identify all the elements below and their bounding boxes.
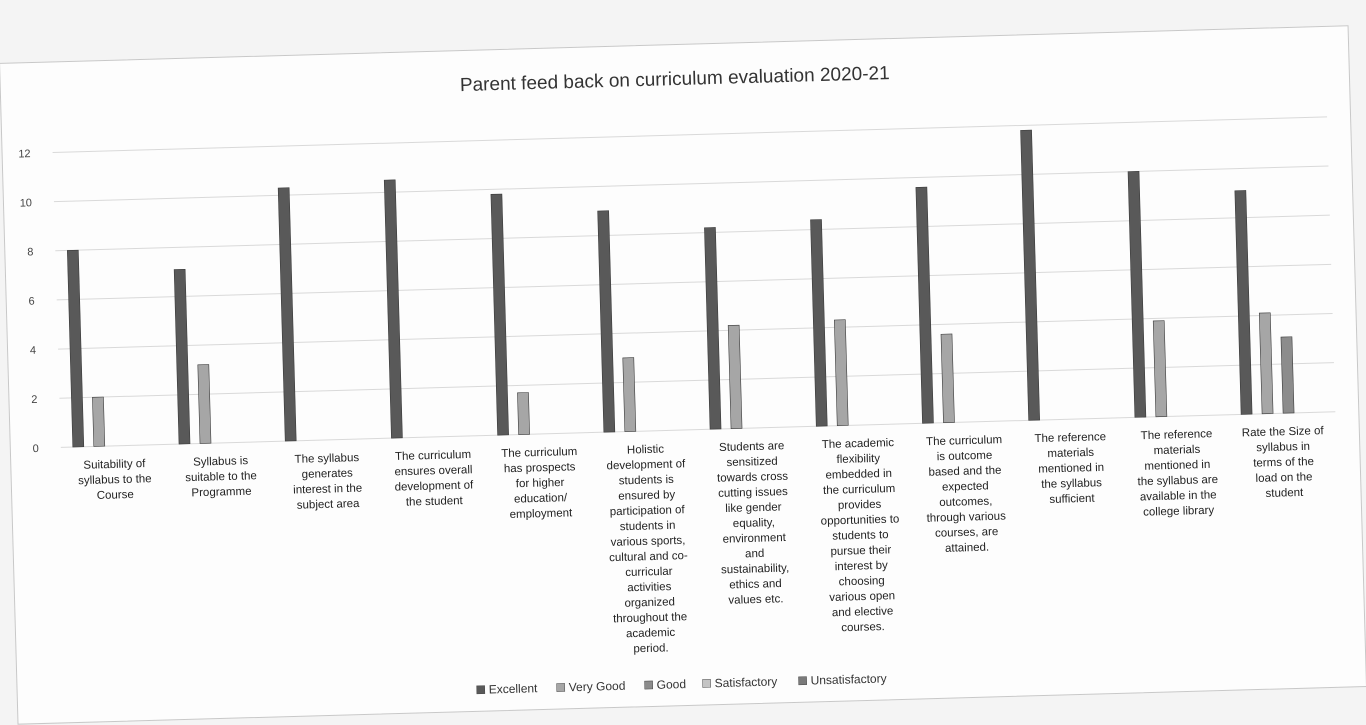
legend-item-excellent: Excellent <box>476 681 539 697</box>
y-tick-label: 0 <box>33 443 39 455</box>
legend-swatch <box>476 685 486 695</box>
legend-label: Satisfactory <box>714 674 777 690</box>
gridline <box>53 165 1329 203</box>
y-axis: 0 2 4 6 8 10 12 <box>18 148 39 455</box>
y-tick-label: 8 <box>27 246 33 258</box>
legend-item-satisfactory: Satisfactory <box>702 674 778 690</box>
category-label: Suitability ofsyllabus to theCourse <box>78 458 153 503</box>
chart-title: Parent feed back on curriculum evaluatio… <box>460 63 890 96</box>
bar-excellent <box>383 179 403 439</box>
category-label: The curriculumensures overalldevelopment… <box>394 449 475 509</box>
legend: Excellent Very Good Good Satisfactory Unsati… <box>476 671 887 697</box>
legend-item-good: Good <box>644 677 686 692</box>
category-label: Holisticdevelopment ofstudents isensured… <box>606 443 691 656</box>
scanned-sheet: Parent feed back on curriculum evaluatio… <box>0 25 1366 725</box>
bar-excellent <box>915 186 934 424</box>
bar-excellent <box>1127 171 1147 418</box>
legend-label: Excellent <box>489 681 539 696</box>
y-tick-label: 6 <box>28 296 34 308</box>
bar-very-good <box>1152 320 1168 418</box>
gridlines <box>52 116 1336 448</box>
bar-very-good <box>517 392 530 435</box>
bar-excellent <box>704 227 722 430</box>
category-label: The academicflexibilityembedded inthe cu… <box>818 437 902 635</box>
category-labels: Suitability ofsyllabus to theCourse Sylla… <box>78 425 1327 656</box>
gridline <box>52 116 1328 153</box>
legend-item-very-good: Very Good <box>556 679 626 695</box>
gridline <box>59 362 1334 399</box>
bar-excellent <box>810 219 828 427</box>
gridline <box>58 312 1333 350</box>
category-label: Students aresensitizedtowards crosscutti… <box>716 440 792 607</box>
bar-excellent <box>1234 190 1253 415</box>
category-label: Syllabus issuitable to theProgramme <box>185 455 258 500</box>
category-label: The curriculumhas prospectsfor higheredu… <box>501 446 579 521</box>
bar-excellent <box>277 187 297 442</box>
legend-swatch <box>556 683 566 692</box>
bar-chart: Parent feed back on curriculum evaluatio… <box>18 63 1336 697</box>
bar-very-good <box>197 364 212 444</box>
y-tick-label: 12 <box>18 148 31 160</box>
category-label: The syllabusgeneratesinterest in thesubj… <box>292 452 363 512</box>
bar-very-good <box>940 333 955 424</box>
legend-label: Very Good <box>569 679 626 695</box>
category-label: The curriculumis outcomebased and theexp… <box>924 434 1007 555</box>
chart-frame: Parent feed back on curriculum evaluatio… <box>0 25 1366 725</box>
y-tick-label: 2 <box>31 394 37 406</box>
legend-swatch <box>644 680 654 690</box>
bar-excellent <box>490 193 509 436</box>
bar-excellent <box>67 249 85 448</box>
gridline <box>60 411 1336 448</box>
category-label: The referencematerialsmentioned inthe sy… <box>1136 428 1219 519</box>
bar-very-good <box>833 319 849 426</box>
bar-very-good <box>622 357 637 432</box>
y-tick-label: 4 <box>30 345 36 357</box>
legend-item-unsatisfactory: Unsatisfactory <box>798 671 887 688</box>
bar-very-good <box>92 396 106 447</box>
legend-swatch <box>702 679 712 688</box>
category-label: The referencematerialsmentioned inthe sy… <box>1034 431 1108 506</box>
gridline <box>56 263 1332 301</box>
y-tick-label: 10 <box>20 197 33 209</box>
legend-label: Unsatisfactory <box>810 671 886 687</box>
bar-very-good <box>727 324 743 429</box>
bars <box>67 129 1295 448</box>
bar-excellent <box>173 268 191 445</box>
legend-swatch <box>798 676 807 686</box>
bar-excellent <box>1020 129 1040 421</box>
legend-label: Good <box>656 677 686 692</box>
bar-very-good <box>1258 312 1274 415</box>
gridline <box>55 214 1330 252</box>
bar-excellent <box>597 210 616 433</box>
bar-good <box>1280 336 1295 414</box>
category-label: Rate the Size ofsyllabus interms of thel… <box>1242 425 1327 500</box>
